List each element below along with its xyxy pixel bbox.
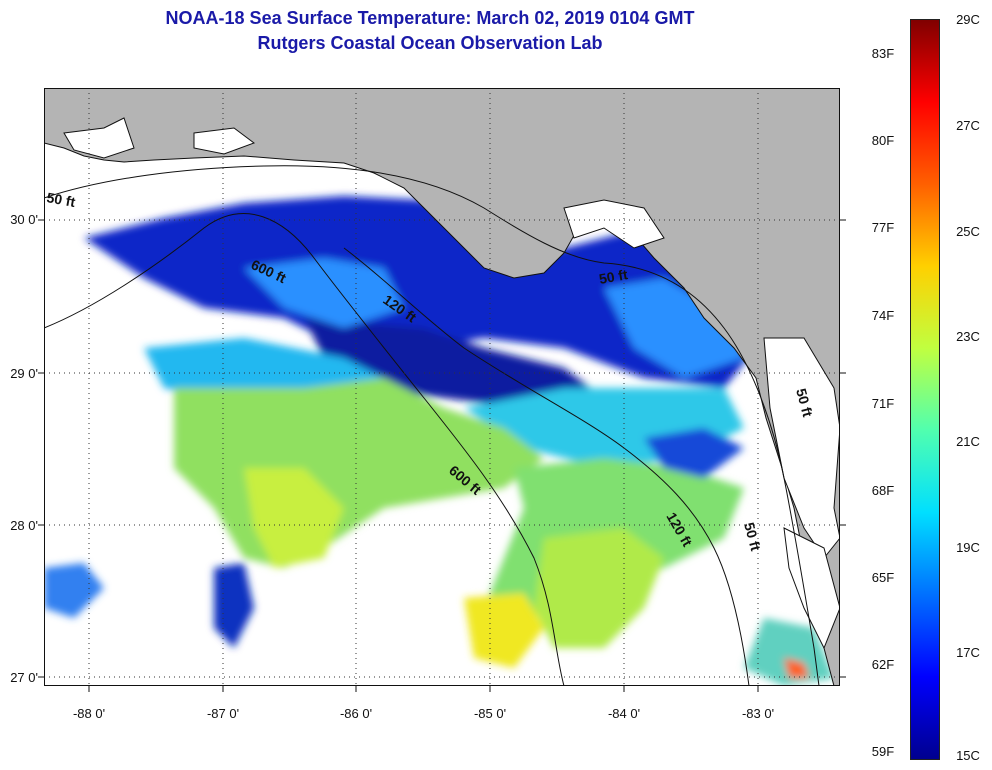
colorbar-label-f: 77F <box>871 220 895 235</box>
lon-label-83: -83 0' <box>741 706 775 721</box>
colorbar-label-c: 17C <box>956 645 980 660</box>
colorbar-label-c: 23C <box>956 329 980 344</box>
contour-label: 50 ft <box>598 266 629 287</box>
lon-label-87: -87 0' <box>206 706 240 721</box>
colorbar-label-f: 59F <box>871 744 895 759</box>
map-frame <box>44 88 840 686</box>
contour-label: 50 ft <box>741 521 764 553</box>
contour-label: 50 ft <box>793 387 816 419</box>
lon-label-86: -86 0' <box>339 706 373 721</box>
chart-subtitle: Rutgers Coastal Ocean Observation Lab <box>257 33 603 53</box>
chart-title: NOAA-18 Sea Surface Temperature: March 0… <box>165 8 695 28</box>
sst-map: 50 ft 600 ft 120 ft 50 ft 600 ft 120 ft … <box>44 88 840 686</box>
lon-label-88: -88 0' <box>72 706 106 721</box>
colorbar-label-c: 27C <box>956 118 980 133</box>
lat-label-27: 27 0' <box>10 670 38 685</box>
colorbar-label-c: 25C <box>956 224 980 239</box>
colorbar-label-c: 19C <box>956 540 980 555</box>
colorbar-label-f: 80F <box>871 133 895 148</box>
colorbar-label-f: 71F <box>871 396 895 411</box>
lat-label-30: 30 0' <box>10 212 38 227</box>
lon-label-84: -84 0' <box>607 706 641 721</box>
sst-field <box>44 196 834 686</box>
colorbar-label-f: 68F <box>871 483 895 498</box>
colorbar-label-c: 21C <box>956 434 980 449</box>
lat-label-28: 28 0' <box>10 518 38 533</box>
depth-contours <box>44 165 820 686</box>
colorbar <box>910 19 940 760</box>
colorbar-label-f: 62F <box>871 657 895 672</box>
colorbar-label-f: 74F <box>871 308 895 323</box>
colorbar-label-c: 15C <box>956 748 980 763</box>
contour-label: 50 ft <box>45 189 76 210</box>
colorbar-label-f: 83F <box>871 46 895 61</box>
lon-label-85: -85 0' <box>473 706 507 721</box>
colorbar-label-f: 65F <box>871 570 895 585</box>
lat-label-29: 29 0' <box>10 366 38 381</box>
colorbar-label-c: 29C <box>956 12 980 27</box>
